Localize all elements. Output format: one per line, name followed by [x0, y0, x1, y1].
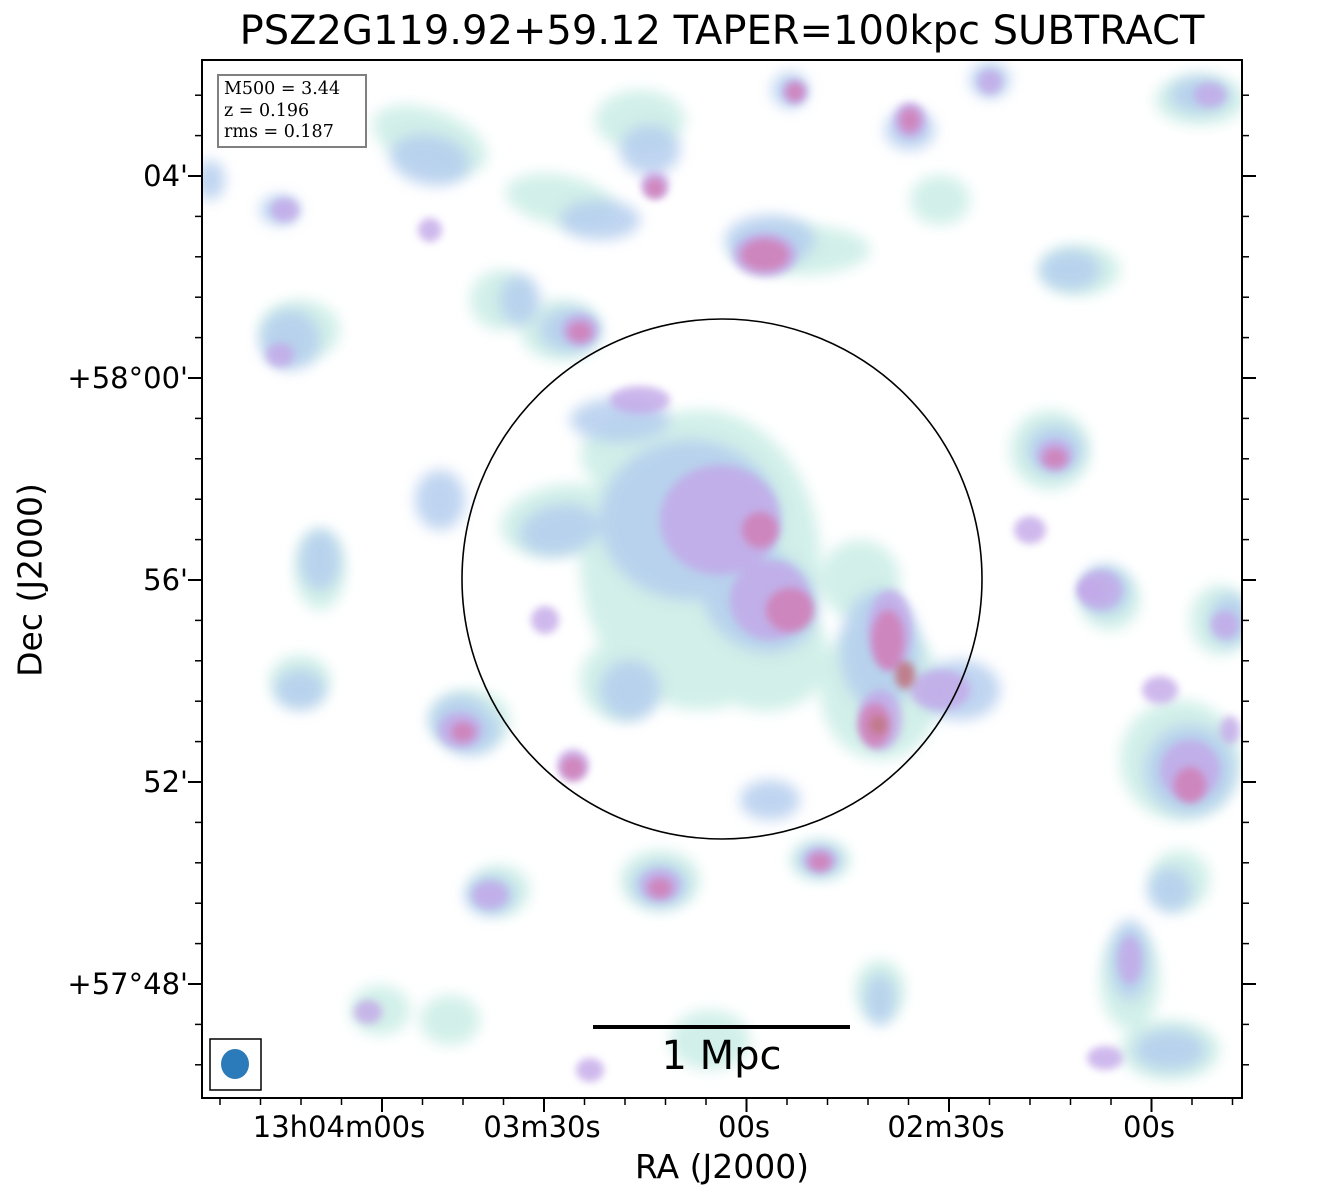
emission-blob	[910, 175, 970, 225]
emission-blob	[978, 70, 1002, 94]
emission-blob	[1135, 1030, 1205, 1070]
emission-blob	[869, 715, 887, 735]
emission-blob	[1194, 83, 1226, 107]
x-tick-label: 13h04m00s	[252, 1110, 426, 1144]
emission-blob	[568, 322, 592, 342]
emission-blob	[1211, 611, 1239, 639]
emission-blob	[1174, 767, 1206, 803]
emission-blob	[390, 134, 470, 186]
emission-blob	[500, 275, 540, 325]
emission-blob	[472, 881, 508, 909]
x-tick-label: 00s	[1122, 1110, 1176, 1144]
y-tick-label: 04'	[143, 159, 188, 193]
emission-blob	[786, 83, 804, 101]
emission-blob	[300, 530, 340, 590]
emission-blob	[266, 343, 294, 367]
emission-blob	[610, 386, 670, 414]
emission-blob	[648, 878, 672, 898]
emission-blob	[660, 465, 780, 575]
info-redshift: z = 0.196	[224, 100, 310, 121]
emission-blob	[1118, 936, 1142, 984]
y-axis-label: Dec (J2000)	[10, 483, 50, 677]
emission-blob	[895, 661, 915, 689]
emission-blob	[766, 588, 814, 632]
emission-blob	[451, 722, 475, 742]
emission-blob	[740, 780, 800, 820]
emission-blob	[415, 470, 465, 530]
emission-blob	[354, 1000, 382, 1024]
emission-blob	[809, 853, 831, 871]
y-tick-label: +57°48'	[67, 967, 188, 1001]
emission-blob	[1043, 448, 1067, 468]
x-tick-label: 00s	[717, 1110, 771, 1144]
emission-blob	[202, 160, 225, 200]
x-tick-label: 02m30s	[887, 1110, 1005, 1144]
emission-blob	[561, 756, 585, 780]
emission-blob	[576, 1058, 604, 1082]
emission-blob	[1148, 868, 1192, 912]
emission-blob	[520, 504, 600, 556]
y-tick-label: 56'	[143, 563, 188, 597]
emission-blob	[560, 200, 640, 240]
emission-blob	[872, 610, 904, 670]
emission-blob	[1040, 250, 1100, 290]
emission-blob	[645, 178, 665, 198]
beam-ellipse	[221, 1049, 249, 1079]
info-rms: rms = 0.187	[224, 122, 334, 142]
emission-blob	[531, 606, 559, 634]
emission-blob	[418, 218, 442, 242]
axis-ticks	[188, 94, 1256, 1112]
emission-blob	[900, 108, 920, 132]
x-tick-label: 03m30s	[483, 1110, 601, 1144]
emission-blob	[275, 670, 325, 710]
emission-blob	[271, 198, 299, 222]
emission-blob	[1078, 580, 1102, 600]
emission-blob	[910, 670, 970, 710]
emission-blob	[420, 995, 480, 1045]
emission-blob	[741, 239, 789, 271]
emission-blob	[1220, 716, 1240, 744]
y-tick-label: 52'	[143, 765, 188, 799]
emission-blob	[865, 975, 895, 1025]
emission-map	[202, 62, 1242, 1082]
info-m500: M500 = 3.44	[224, 79, 341, 99]
figure-title: PSZ2G119.92+59.12 TAPER=100kpc SUBTRACT	[239, 8, 1205, 54]
emission-blob	[742, 512, 778, 548]
emission-blob	[1014, 516, 1046, 544]
emission-blob	[1142, 676, 1178, 704]
emission-blob	[1087, 1046, 1123, 1070]
r500-circle	[461, 318, 983, 840]
emission-blob	[620, 125, 680, 175]
cluster-info-box: M500 = 3.44 z = 0.196 rms = 0.187	[217, 74, 367, 148]
emission-blob	[600, 660, 660, 720]
scale-bar-label: 1 Mpc	[661, 1033, 782, 1079]
x-axis-label: RA (J2000)	[634, 1147, 810, 1186]
y-tick-label: +58°00'	[67, 361, 188, 395]
